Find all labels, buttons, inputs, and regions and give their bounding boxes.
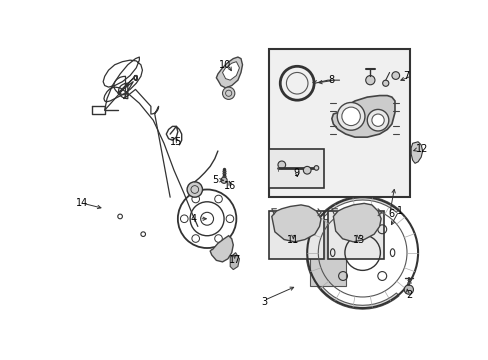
Circle shape [382,80,388,86]
Polygon shape [216,57,242,88]
Bar [268,211,324,259]
Circle shape [337,103,364,130]
Polygon shape [305,196,398,309]
Text: 5: 5 [211,175,218,185]
Text: 3: 3 [261,297,266,307]
Bar [327,211,384,259]
Polygon shape [210,236,233,262]
Text: 2: 2 [405,290,411,300]
Polygon shape [309,219,346,286]
Polygon shape [331,95,394,137]
Circle shape [222,87,234,99]
Polygon shape [271,205,321,242]
Text: 9: 9 [293,167,299,177]
Circle shape [303,166,310,174]
Circle shape [391,72,399,80]
Polygon shape [230,253,239,270]
Text: 15: 15 [170,137,182,147]
Circle shape [221,177,226,183]
Bar [268,49,409,197]
Polygon shape [410,142,422,163]
Circle shape [371,114,384,126]
Circle shape [313,166,318,170]
Text: 13: 13 [352,235,364,244]
Text: 6: 6 [388,209,394,219]
Text: 17: 17 [229,255,241,265]
Text: 11: 11 [286,235,299,244]
Circle shape [277,161,285,169]
Circle shape [404,285,413,294]
Circle shape [366,109,388,131]
Polygon shape [333,203,380,242]
Text: 10: 10 [218,60,230,70]
Text: 8: 8 [328,75,334,85]
Text: 1: 1 [396,206,403,216]
Text: 16: 16 [224,181,236,191]
Text: 7: 7 [403,71,409,81]
Text: 14: 14 [76,198,88,208]
Circle shape [341,107,360,126]
Circle shape [365,76,374,85]
Bar [268,149,324,188]
Text: 4: 4 [191,214,197,224]
Polygon shape [222,62,239,80]
Text: 12: 12 [415,144,427,154]
Circle shape [187,182,202,197]
